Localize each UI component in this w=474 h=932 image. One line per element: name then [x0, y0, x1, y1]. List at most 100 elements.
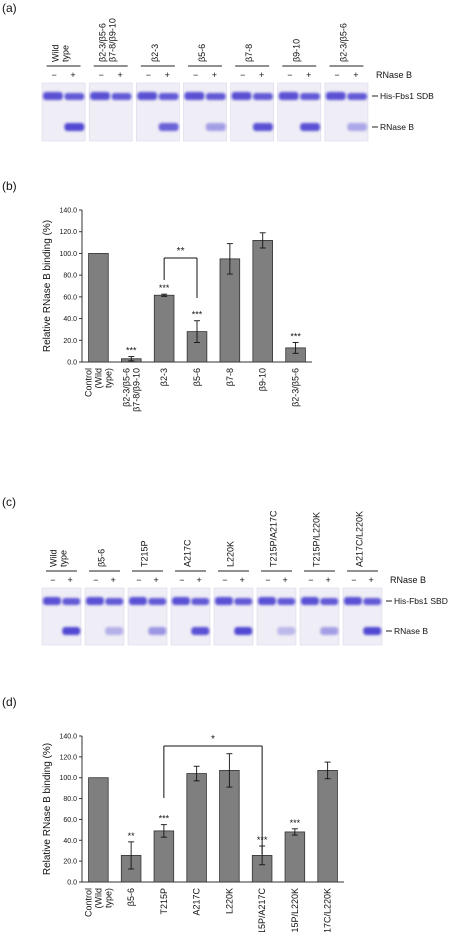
- panel-b: (b) 0.0 20.0 40.0 60.0 80.0 100.0 120.0 140.0 Re…: [2, 179, 312, 412]
- plus-sign: +: [212, 70, 217, 80]
- panel-c-label: (c): [2, 495, 16, 509]
- upper-band-plus: [64, 93, 85, 100]
- bar: [88, 777, 109, 883]
- plus-sign: +: [306, 70, 311, 80]
- y-axis-label: Relative RNase B binding (%): [42, 220, 53, 352]
- plus-sign: +: [282, 575, 287, 585]
- upper-band-plus: [347, 93, 368, 100]
- x-tick-label: (Wild: [93, 368, 103, 389]
- lower-band-label: RNase B: [380, 122, 414, 132]
- x-tick-label: type): [103, 368, 113, 388]
- minus-sign: −: [308, 575, 313, 585]
- significance-stars: ***: [290, 818, 301, 828]
- gel-lane-block: [41, 587, 82, 646]
- bracket-label: *: [211, 734, 215, 745]
- bracket-label: **: [177, 246, 185, 257]
- lane-label: Wild: [49, 550, 59, 568]
- gel-lane-block: [299, 587, 340, 646]
- bar: [252, 239, 273, 363]
- plus-sign: +: [325, 575, 330, 585]
- lane-label: L220K: [226, 541, 236, 567]
- gel-lane-block: [136, 82, 180, 142]
- plus-sign: +: [153, 575, 158, 585]
- upper-band-plus: [277, 598, 296, 605]
- minus-sign: −: [136, 575, 141, 585]
- lane-label: β2-3/β5-6: [98, 23, 108, 62]
- x-tick-label: type): [103, 888, 113, 908]
- lane-label: A217C: [183, 539, 193, 567]
- upper-band-minus: [344, 597, 362, 605]
- bar: [153, 830, 175, 883]
- x-tick-label: β7-8/β9-10: [131, 368, 141, 412]
- panel-d: (d) 0.0 20.0 40.0 60.0 80.0 100.0 120.0 140.0 Re…: [2, 695, 344, 932]
- y-tick-label: 140.0: [59, 734, 77, 741]
- plus-sign: +: [110, 575, 115, 585]
- lane-label: β2-3/β5-6: [338, 23, 348, 62]
- x-tick-label: β7-8: [225, 368, 235, 386]
- lane-label: T215P: [140, 540, 150, 567]
- plus-sign: +: [118, 70, 123, 80]
- y-tick-label: 0.0: [67, 880, 77, 887]
- plus-sign: +: [67, 575, 72, 585]
- x-tick-label: T215P: [159, 888, 169, 915]
- rnase-b-band: [148, 627, 167, 635]
- bar-chart-b: 0.0 20.0 40.0 60.0 80.0 100.0 120.0 140.0 Relati…: [42, 208, 312, 412]
- plus-sign: +: [368, 575, 373, 585]
- rnase-b-band: [158, 123, 179, 131]
- upper-band-plus: [205, 93, 226, 100]
- gel-lane-block: [170, 587, 211, 646]
- x-tick-label: β5-6: [126, 888, 136, 906]
- y-tick-label: 60.0: [63, 817, 77, 824]
- upper-band-label: His-Fbs1 SBD: [394, 596, 448, 606]
- x-tick-label: T215P/L220K: [290, 888, 300, 932]
- minus-sign: −: [265, 575, 270, 585]
- y-tick-label: 60.0: [63, 294, 77, 301]
- panel-a-label: (a): [2, 1, 17, 15]
- minus-sign: −: [287, 70, 292, 80]
- x-tick-label: L220K: [224, 888, 234, 914]
- y-tick-label: 100.0: [59, 775, 77, 782]
- plus-sign: +: [165, 70, 170, 80]
- rnase-b-band: [234, 627, 253, 635]
- y-tick-label: 140.0: [59, 208, 77, 215]
- panel-b-label: (b): [2, 179, 17, 193]
- rnase-b-band: [277, 627, 296, 635]
- lane-label: β9-10: [291, 39, 301, 62]
- gel-lane-block: [230, 82, 274, 142]
- gel-lane-block: [84, 587, 125, 646]
- rnase-b-band: [205, 123, 226, 131]
- upper-band-minus: [184, 92, 205, 100]
- upper-band-plus: [105, 598, 124, 605]
- lane-label: Wild: [51, 45, 61, 62]
- x-tick-label: Control: [83, 368, 93, 397]
- significance-stars: ***: [290, 331, 301, 341]
- upper-band-minus: [231, 92, 252, 100]
- y-axis-label: Relative RNase B binding (%): [42, 743, 53, 875]
- gel-lane-block: [41, 82, 86, 142]
- upper-band-plus: [253, 93, 273, 100]
- rnase-b-band: [105, 627, 124, 635]
- minus-sign: −: [50, 575, 55, 585]
- minus-sign: −: [146, 70, 151, 80]
- panel-a: (a) Wild type− +β2-3/β5-6 β7-8/β9-10− +β2-3−…: [2, 1, 434, 142]
- x-tick-label: T215P/A217C: [257, 888, 267, 932]
- x-tick-label: A217C: [192, 888, 202, 916]
- x-tick-label: (Wild: [93, 888, 103, 909]
- lane-label: type: [61, 45, 71, 62]
- plus-sign: +: [353, 70, 358, 80]
- plus-sign: +: [196, 575, 201, 585]
- x-tick-label: β9-10: [258, 368, 268, 391]
- upper-band-plus: [320, 598, 339, 605]
- upper-band-minus: [172, 597, 190, 605]
- gel-c: Wild type− +β5-6− +T215P− +A217C− +L220K− +T21…: [41, 510, 448, 646]
- gel-lane-block: [324, 82, 369, 142]
- gel-lane-block: [277, 82, 322, 142]
- minus-sign: −: [179, 575, 184, 585]
- upper-band-plus: [300, 93, 320, 100]
- upper-band-minus: [137, 92, 158, 100]
- gel-lane-block: [183, 82, 227, 142]
- panel-c: (c) Wild type− +β5-6− +T215P− +A217C− +L220K−…: [2, 495, 448, 646]
- upper-band-plus: [191, 598, 210, 605]
- y-tick-label: 80.0: [63, 273, 77, 280]
